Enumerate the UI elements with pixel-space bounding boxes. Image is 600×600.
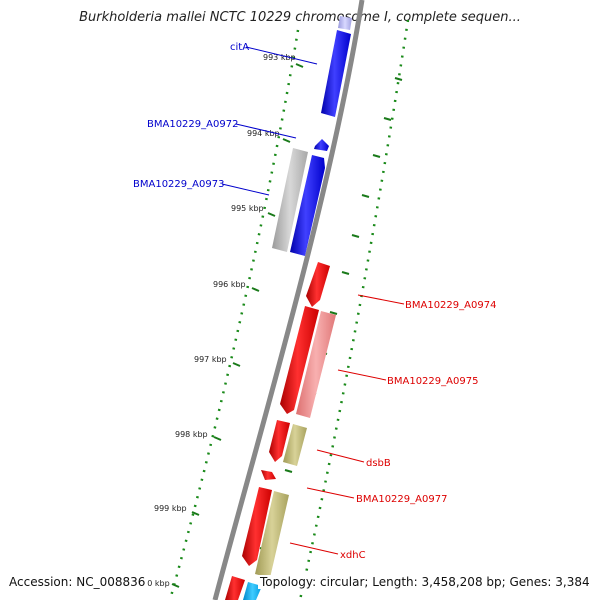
forward-strand-features [225,262,336,600]
tick-labels: 993 kbp 994 kbp 995 kbp 996 kbp 997 kbp … [132,53,296,588]
gene-label-citA[interactable]: citA [230,42,249,53]
gene-bar-lavender[interactable] [338,16,352,30]
gene-bar-cyan[interactable] [243,582,262,600]
tick-label: 996 kbp [213,280,246,289]
gene-bar-khaki-2[interactable] [255,491,289,578]
accession-label: Accession: NC_008836 [9,575,148,589]
label-connectors [221,46,405,555]
gene-bar-BMA10229_A0972[interactable] [314,139,329,151]
gene-label-dsbB[interactable]: dsbB [366,458,391,469]
gene-bar-BMA10229_A0977[interactable] [261,470,276,480]
gene-label-BMA10229_A0974[interactable]: BMA10229_A0974 [405,300,496,311]
gene-label-BMA10229_A0977[interactable]: BMA10229_A0977 [356,494,447,505]
genome-info-label: Topology: circular; Length: 3,458,208 bp… [258,575,592,589]
gene-bar-BMA10229_A0973[interactable] [290,155,325,256]
tick-label: 999 kbp [154,504,187,513]
gene-bar-grey[interactable] [272,148,308,252]
gene-label-BMA10229_A0972[interactable]: BMA10229_A0972 [147,119,238,130]
gene-label-xdhC[interactable]: xdhC [340,550,366,561]
gene-bar-red-bottom[interactable] [225,576,245,600]
map-title: Burkholderia mallei NCTC 10229 chromosom… [79,10,521,25]
tick-label: 997 kbp [194,355,227,364]
tick-label: 993 kbp [263,53,296,62]
tick-label: 1000 kbp [132,579,170,588]
gc-content-ring-outer [298,19,410,600]
tick-label: 995 kbp [231,204,264,213]
gene-bar-khaki[interactable] [283,424,307,466]
gene-bar-xdhC[interactable] [242,487,272,566]
gene-bar-dsbB[interactable] [269,420,290,462]
tick-label: 994 kbp [247,129,280,138]
gene-bar-pink[interactable] [296,311,336,418]
reverse-strand-features [272,16,352,256]
gene-bar-BMA10229_A0975[interactable] [280,306,319,414]
gene-label-BMA10229_A0975[interactable]: BMA10229_A0975 [387,376,478,387]
gene-bar-BMA10229_A0974[interactable] [306,262,330,307]
chromosome-backbone [212,0,365,600]
gene-label-BMA10229_A0973[interactable]: BMA10229_A0973 [133,179,224,190]
gene-labels: citA BMA10229_A0972 BMA10229_A0973 BMA10… [133,42,496,561]
gene-bar-citA[interactable] [321,30,351,117]
tick-label: 998 kbp [175,430,208,439]
